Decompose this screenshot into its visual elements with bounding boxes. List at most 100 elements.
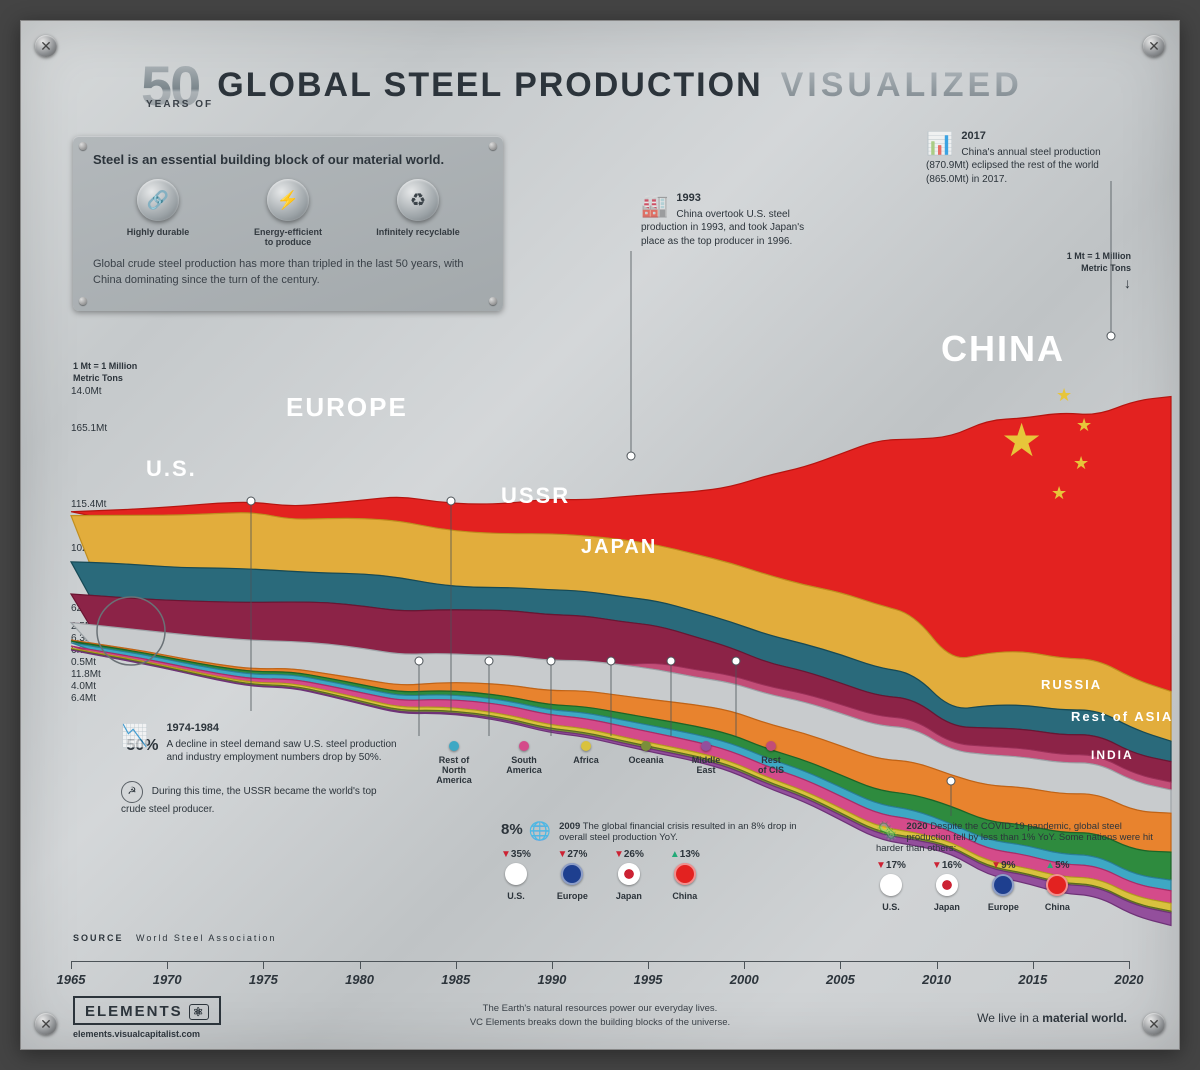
cmp-row: ▼35%U.S.▼27%Europe▼26%Japan▲13%China — [501, 849, 821, 901]
flag-icon — [505, 863, 527, 885]
panel-icons: 🔗 Highly durable ⚡ Energy-efficientto pro… — [93, 179, 483, 247]
anno-pct: 8% — [501, 821, 523, 838]
timeline-tick — [744, 961, 745, 969]
leader-dot-icon — [415, 657, 423, 665]
cmp-pct: ▼26% — [614, 849, 644, 860]
anno-text: A decline in steel demand saw U.S. steel… — [166, 739, 396, 764]
chart-up-icon: 📊 — [926, 129, 953, 159]
timeline-year: 1970 — [153, 972, 182, 987]
cmp-name: Europe — [988, 902, 1019, 912]
cmp-item: ▼35% U.S. — [501, 849, 531, 901]
leader-dot-icon — [667, 657, 675, 665]
panel-icon-glyph: ⚡ — [267, 179, 309, 221]
legend-dot-icon — [701, 741, 711, 751]
flag-icon — [880, 874, 902, 896]
stream-label-asia: Rest of ASIA — [1071, 709, 1173, 724]
legend-region: MiddleEast — [671, 741, 741, 775]
timeline-year: 1990 — [537, 972, 566, 987]
cmp-name: U.S. — [501, 891, 531, 901]
cmp-pct: ▼35% — [501, 849, 531, 860]
anno-1993: 🏭 1993 China overtook U.S. steel product… — [641, 191, 821, 248]
legend-dot-icon — [581, 741, 591, 751]
star-icon: ★ — [1001, 414, 1042, 466]
leader-dot-icon — [447, 497, 455, 505]
anno-year: 2009 — [559, 821, 580, 832]
anno-2020: 🦠 2020 Despite the COVID-19 pandemic, gl… — [876, 821, 1166, 912]
cmp-name: U.S. — [876, 902, 906, 912]
factory-icon: 🏭 — [641, 191, 668, 221]
timeline-tick — [552, 961, 553, 969]
panel-icon-label: Highly durable — [98, 227, 218, 237]
brand-url: elements.visualcapitalist.com — [73, 1029, 200, 1039]
cmp-name: Japan — [614, 891, 644, 901]
timeline-tick — [71, 961, 72, 969]
cmp-pct: ▼17% — [876, 860, 906, 871]
flag-icon — [936, 874, 958, 896]
stream-label-india: INDIA — [1091, 748, 1134, 762]
anno-text: The global financial crisis resulted in … — [559, 821, 796, 843]
cmp-pct: ▼16% — [932, 860, 962, 871]
timeline-year: 2010 — [922, 972, 951, 987]
star-icon: ★ — [1051, 483, 1067, 503]
anno-year: 1974-1984 — [121, 721, 401, 736]
timeline-tick — [1033, 961, 1034, 969]
legend-region: Rest ofNorthAmerica — [419, 741, 489, 785]
panel-icon-label: Infinitely recyclable — [358, 227, 478, 237]
timeline-tick — [1129, 961, 1130, 969]
title-suffix: VISUALIZED — [781, 66, 1023, 105]
timeline-year: 1985 — [441, 972, 470, 987]
panel-icon-label: Energy-efficientto produce — [228, 227, 348, 247]
title-years-of: YEARS OF — [146, 99, 213, 110]
screw-icon: ✕ — [35, 35, 57, 57]
mini-screw-icon — [489, 142, 497, 150]
virus-icon: 🦠 — [876, 821, 898, 842]
anno-1974: 📉 50% 1974-1984 A decline in steel deman… — [121, 721, 401, 765]
title-row: 50 GLOBAL STEEL PRODUCTION VISUALIZED — [141, 53, 1139, 118]
cmp-pct: ▼27% — [557, 849, 588, 860]
screw-icon: ✕ — [1143, 35, 1165, 57]
timeline-year: 1965 — [57, 972, 86, 987]
star-icon: ★ — [1056, 385, 1072, 405]
footer-right: We live in a material world. — [977, 1011, 1127, 1025]
leader-dot-icon — [947, 777, 955, 785]
timeline-year: 1975 — [249, 972, 278, 987]
timeline-year: 2005 — [826, 972, 855, 987]
anno-year: 2020 — [906, 821, 927, 832]
source-line: SOURCE World Steel Association — [73, 933, 276, 943]
anno-text: During this time, the USSR became the wo… — [121, 786, 377, 815]
panel-icon: 🔗 Highly durable — [98, 179, 218, 247]
star-icon: ★ — [1076, 415, 1092, 435]
timeline-tick — [167, 961, 168, 969]
leader-dot-icon — [547, 657, 555, 665]
timeline-tick — [263, 961, 264, 969]
panel-icon-glyph: 🔗 — [137, 179, 179, 221]
stream-label-japan: JAPAN — [581, 536, 657, 558]
cmp-item: ▼9%Europe — [988, 860, 1019, 912]
cmp-name: Japan — [932, 902, 962, 912]
flag-icon — [618, 863, 640, 885]
panel-icon-glyph: ♻ — [397, 179, 439, 221]
cmp-item: ▼27% Europe — [557, 849, 588, 901]
flag-icon — [992, 874, 1014, 896]
stream-label-china: CHINA — [941, 328, 1065, 369]
legend-dot-icon — [766, 741, 776, 751]
anno-year: 2017 — [926, 129, 1136, 144]
chart-down-icon: 📉 — [121, 721, 148, 751]
flag-icon — [1046, 874, 1068, 896]
timeline-tick — [648, 961, 649, 969]
cmp-pct: ▲13% — [670, 849, 700, 860]
star-icon: ★ — [1073, 453, 1089, 473]
anno-2009: 8% 🌐 2009 The global financial crisis re… — [501, 821, 821, 901]
leader-dot-icon — [247, 497, 255, 505]
timeline-tick — [937, 961, 938, 969]
cmp-row: ▼17%U.S.▼16%Japan▼9%Europe▲5%China — [876, 860, 1166, 912]
anno-2017: 📊 2017 China's annual steel production (… — [926, 129, 1136, 186]
timeline-year: 1980 — [345, 972, 374, 987]
cmp-item: ▼26% Japan — [614, 849, 644, 901]
panel-icon: ♻ Infinitely recyclable — [358, 179, 478, 247]
cmp-item: ▼17% U.S. — [876, 860, 906, 912]
stream-label-us: U.S. — [146, 456, 197, 481]
cmp-name: Europe — [557, 891, 588, 901]
source-label: SOURCE — [73, 933, 124, 943]
timeline-year: 2000 — [730, 972, 759, 987]
